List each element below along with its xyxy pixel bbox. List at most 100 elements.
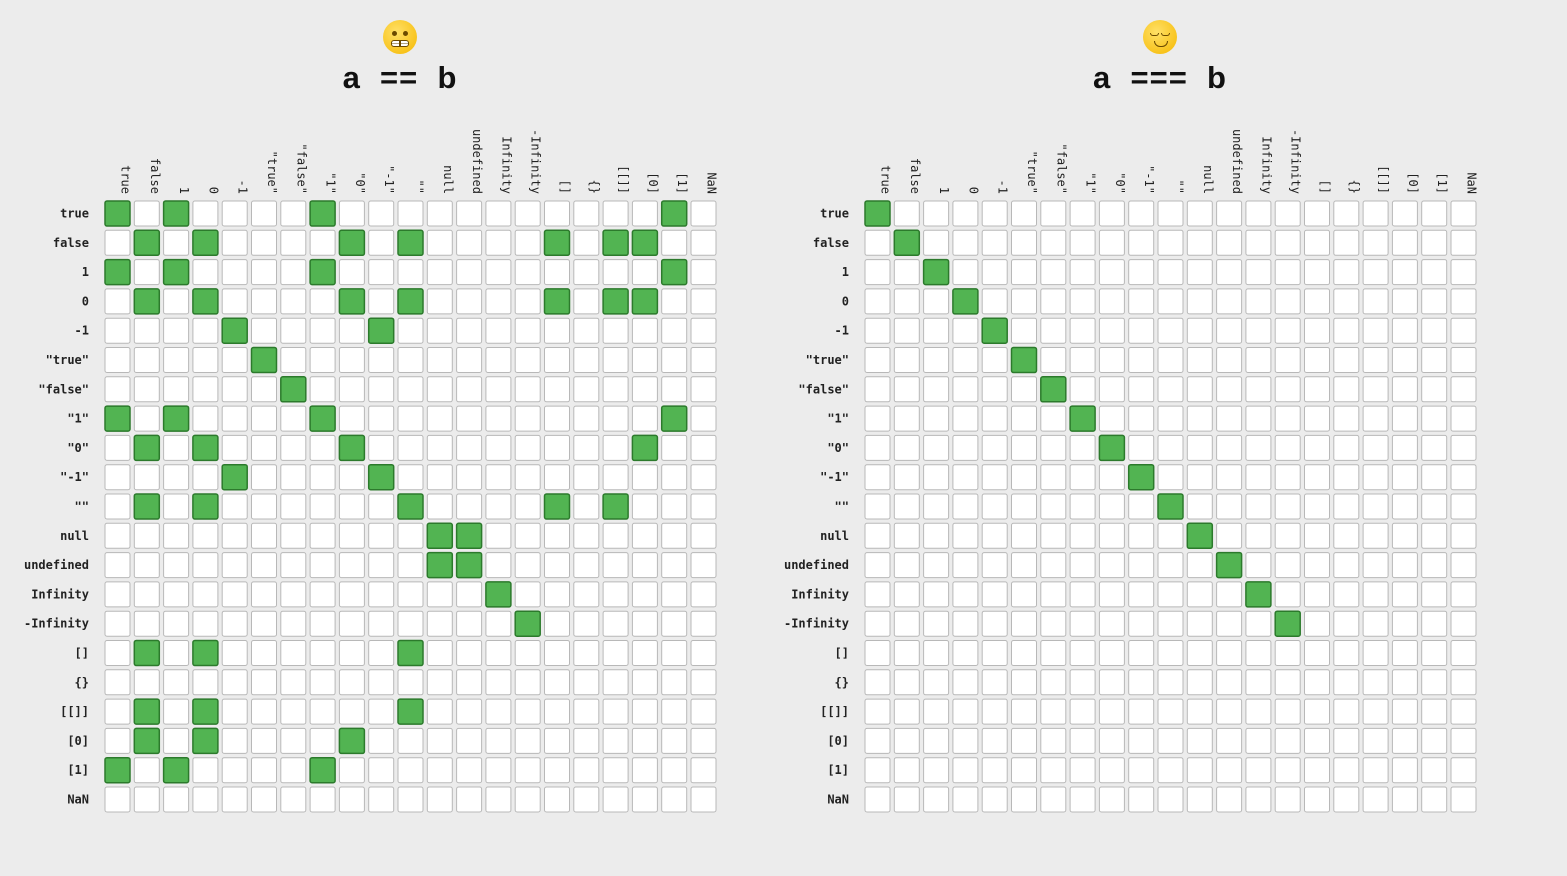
empty-cell	[952, 640, 979, 666]
operand-a: a	[1093, 60, 1112, 95]
empty-cell	[1421, 259, 1448, 286]
empty-cell	[104, 317, 131, 344]
empty-cell	[1011, 493, 1037, 520]
empty-cell	[864, 347, 891, 373]
row-label: [1]	[827, 763, 849, 777]
row-label: NaN	[827, 793, 849, 807]
match-cell	[602, 229, 629, 257]
empty-cell	[1421, 786, 1448, 813]
empty-cell	[1216, 259, 1243, 286]
empty-cell	[1069, 493, 1096, 520]
empty-cell	[923, 229, 950, 256]
empty-cell	[573, 376, 600, 403]
empty-cell	[1186, 786, 1213, 813]
empty-cell	[1186, 493, 1213, 520]
empty-cell	[1333, 552, 1360, 579]
empty-cell	[1274, 259, 1301, 286]
empty-cell	[1391, 640, 1418, 666]
row-label: true	[60, 207, 89, 221]
empty-cell	[368, 610, 395, 637]
empty-cell	[163, 669, 190, 696]
empty-cell	[690, 493, 717, 520]
empty-cell	[1274, 757, 1301, 784]
empty-cell	[192, 757, 219, 784]
empty-cell	[485, 757, 512, 784]
match-cell	[133, 229, 161, 257]
column-label: -1	[236, 180, 250, 194]
empty-cell	[1069, 376, 1096, 403]
empty-cell	[602, 669, 629, 696]
empty-cell	[280, 610, 307, 637]
empty-cell	[1011, 200, 1037, 227]
empty-cell	[1304, 698, 1330, 725]
match-cell	[338, 434, 366, 462]
empty-cell	[221, 493, 248, 520]
empty-cell	[1216, 610, 1243, 637]
empty-cell	[981, 610, 1008, 637]
match-cell	[864, 200, 891, 227]
empty-cell	[602, 698, 629, 725]
empty-cell	[1450, 581, 1477, 608]
empty-cell	[1069, 786, 1096, 813]
loose-equality-panel: a == b true false 1 0 -1 "true" "false" "1" "0" "…	[0, 0, 760, 820]
empty-cell	[251, 200, 277, 227]
strict-equality-panel: a === b true false 1 0 -1 "true" "false" "1" "0"…	[760, 0, 1520, 820]
empty-cell	[661, 581, 688, 608]
match-cell	[397, 288, 424, 315]
empty-cell	[631, 522, 658, 549]
empty-cell	[544, 259, 570, 286]
empty-cell	[514, 581, 541, 608]
empty-cell	[309, 552, 336, 579]
empty-cell	[1128, 405, 1155, 432]
empty-cell	[631, 259, 658, 286]
empty-cell	[104, 698, 131, 725]
empty-cell	[1157, 698, 1184, 725]
empty-cell	[251, 581, 277, 608]
strict-equality-title: a === b	[1030, 60, 1290, 96]
empty-cell	[864, 288, 891, 315]
empty-cell	[426, 317, 453, 344]
empty-cell	[309, 522, 336, 549]
empty-cell	[133, 464, 160, 491]
empty-cell	[602, 259, 629, 286]
empty-cell	[1362, 698, 1389, 725]
empty-cell	[280, 259, 307, 286]
empty-cell	[1362, 581, 1389, 608]
empty-cell	[690, 757, 717, 784]
empty-cell	[631, 464, 658, 491]
empty-cell	[1450, 698, 1477, 725]
empty-cell	[1098, 610, 1125, 637]
strict-equality-matrix: true false 1 0 -1 "true" "false" "1" "0" "-1" "" nu…	[784, 129, 1479, 813]
empty-cell	[251, 727, 277, 754]
empty-cell	[163, 581, 190, 608]
empty-cell	[426, 786, 453, 813]
empty-cell	[1450, 317, 1477, 344]
empty-cell	[397, 610, 424, 637]
empty-cell	[133, 552, 160, 579]
empty-cell	[1186, 434, 1213, 461]
empty-cell	[661, 669, 688, 696]
match-cell	[104, 756, 131, 784]
empty-cell	[893, 698, 920, 725]
empty-cell	[1069, 434, 1096, 461]
empty-cell	[280, 434, 307, 461]
empty-cell	[426, 698, 453, 725]
empty-cell	[280, 757, 307, 784]
empty-cell	[163, 229, 190, 256]
match-cell	[981, 317, 1008, 344]
empty-cell	[104, 464, 131, 491]
empty-cell	[1333, 786, 1360, 813]
empty-cell	[893, 581, 920, 608]
empty-cell	[1245, 640, 1272, 666]
empty-cell	[1450, 669, 1477, 696]
empty-cell	[1333, 434, 1360, 461]
empty-cell	[368, 347, 395, 373]
empty-cell	[661, 757, 688, 784]
empty-cell	[192, 317, 219, 344]
empty-cell	[1391, 464, 1418, 491]
empty-cell	[1362, 229, 1389, 256]
column-label: Infinity	[499, 136, 513, 194]
empty-cell	[864, 434, 891, 461]
empty-cell	[923, 405, 950, 432]
empty-cell	[952, 317, 979, 344]
